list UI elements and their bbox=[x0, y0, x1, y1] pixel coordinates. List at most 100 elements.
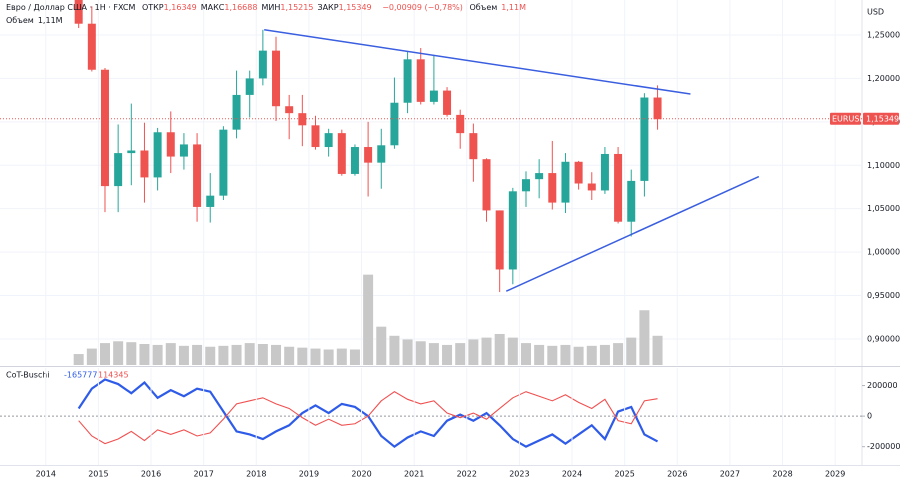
candle-body bbox=[258, 50, 267, 79]
volume-bar bbox=[152, 344, 163, 365]
y-tick-label: 0,95000 bbox=[867, 291, 900, 300]
volume-bar bbox=[481, 337, 492, 365]
candle-body bbox=[508, 191, 517, 270]
candle-body bbox=[364, 147, 373, 163]
candle-body bbox=[324, 133, 333, 148]
volume-bar bbox=[178, 345, 189, 365]
candle-body bbox=[390, 102, 399, 146]
volume-bar bbox=[560, 344, 571, 365]
volume-bar bbox=[455, 343, 466, 365]
x-tick-label: 2017 bbox=[193, 470, 213, 479]
candle-body bbox=[627, 180, 636, 222]
candle-body bbox=[127, 150, 136, 154]
x-tick-label: 2015 bbox=[88, 470, 108, 479]
candle-body bbox=[298, 113, 307, 126]
x-tick-label: 2020 bbox=[351, 470, 371, 479]
volume-bar bbox=[271, 344, 282, 365]
candle-body bbox=[166, 132, 175, 157]
candle-body bbox=[179, 144, 188, 157]
x-tick-label: 2028 bbox=[772, 470, 792, 479]
volume-bar bbox=[442, 344, 453, 365]
volume-bar bbox=[402, 339, 413, 365]
candle-body bbox=[535, 173, 544, 180]
ohlc-value: 1,16349 bbox=[163, 3, 197, 12]
trendline bbox=[505, 175, 760, 292]
legend-value: 114345 bbox=[98, 371, 129, 380]
ohlc-value: 1,15349 bbox=[338, 3, 372, 12]
candle-body bbox=[74, 0, 83, 24]
candle-body bbox=[232, 94, 241, 130]
currency: USD bbox=[867, 8, 884, 17]
candle-body bbox=[140, 150, 149, 178]
symbol: Евро / Доллар США · 1Н · FXCM bbox=[6, 3, 136, 12]
trendline bbox=[264, 29, 691, 95]
header-line: Евро / Доллар США · 1Н · FXCM ОТКР1,1634… bbox=[6, 3, 530, 12]
legend-value: -165777 bbox=[64, 371, 97, 380]
candle-body bbox=[100, 69, 109, 187]
candle-body bbox=[561, 161, 570, 203]
change: −0,00909 (−0,78%) bbox=[382, 3, 463, 12]
candle-body bbox=[574, 161, 583, 184]
y-tick-label: 0,90000 bbox=[867, 334, 900, 343]
y-tick-label: 200000 bbox=[867, 381, 898, 390]
volume-value: 1,11M bbox=[37, 16, 63, 25]
volume-bar bbox=[534, 344, 545, 365]
volume-bar bbox=[165, 343, 176, 365]
volume-bar bbox=[468, 339, 479, 365]
x-tick-label: 2022 bbox=[457, 470, 477, 479]
price-label-box bbox=[863, 112, 899, 125]
candle-body bbox=[456, 114, 465, 134]
candle-body bbox=[311, 125, 320, 148]
volume-bar bbox=[244, 343, 255, 365]
volume-bar bbox=[652, 335, 663, 365]
volume-bar bbox=[113, 341, 124, 365]
candle-body bbox=[272, 50, 281, 107]
price-pane bbox=[0, 0, 862, 365]
candle-body bbox=[443, 90, 452, 115]
x-tick-label: 2024 bbox=[562, 470, 582, 479]
candle-body bbox=[587, 183, 596, 191]
volume-bar bbox=[363, 274, 374, 365]
candle-body bbox=[640, 97, 649, 181]
volume-bar bbox=[126, 342, 137, 365]
cot-pane bbox=[0, 378, 862, 449]
volume-label: Объем bbox=[6, 16, 34, 25]
volume-bar bbox=[231, 344, 242, 365]
volume-legend: Объем 1,11M bbox=[6, 16, 67, 25]
price-name-box bbox=[830, 112, 861, 125]
volume-bar bbox=[297, 347, 308, 365]
y-tick-label: 1,20000 bbox=[867, 74, 900, 83]
candle-body bbox=[285, 106, 294, 114]
volume-bar bbox=[547, 345, 558, 365]
volume-bar bbox=[494, 333, 505, 365]
volume-bar bbox=[613, 343, 624, 365]
ohlc-label: МИН bbox=[261, 3, 281, 12]
volume-bar bbox=[639, 310, 650, 365]
volume-bar bbox=[376, 326, 387, 365]
candle-body bbox=[206, 195, 215, 207]
ohlc-label: МАКС bbox=[200, 3, 225, 12]
x-tick-label: 2025 bbox=[614, 470, 634, 479]
volume-bar bbox=[507, 337, 518, 365]
candle-body bbox=[521, 179, 530, 192]
y-tick-label: -200000 bbox=[867, 442, 900, 451]
ohlc: ОТКР1,16349 МАКС1,16688 МИН1,15215 ЗАКР1,15… bbox=[142, 3, 376, 12]
volume-bar bbox=[218, 345, 229, 365]
candle-body bbox=[495, 210, 504, 270]
y-tick-label: 1,00000 bbox=[867, 248, 900, 257]
x-tick-label: 2027 bbox=[720, 470, 740, 479]
candle-body bbox=[377, 145, 386, 163]
candle-body bbox=[350, 147, 359, 174]
candle-body bbox=[245, 78, 254, 95]
x-tick-label: 2018 bbox=[246, 470, 266, 479]
x-tick-label: 2029 bbox=[825, 470, 845, 479]
candle-body bbox=[548, 173, 557, 203]
volume-bar bbox=[586, 345, 597, 365]
candle-body bbox=[219, 129, 228, 196]
indicator-title: CoT-Buschi bbox=[6, 371, 50, 380]
candle-body bbox=[153, 132, 162, 178]
volume-bar bbox=[284, 346, 295, 365]
volume-value: 1,11M bbox=[501, 3, 526, 12]
candle-body bbox=[429, 90, 438, 102]
